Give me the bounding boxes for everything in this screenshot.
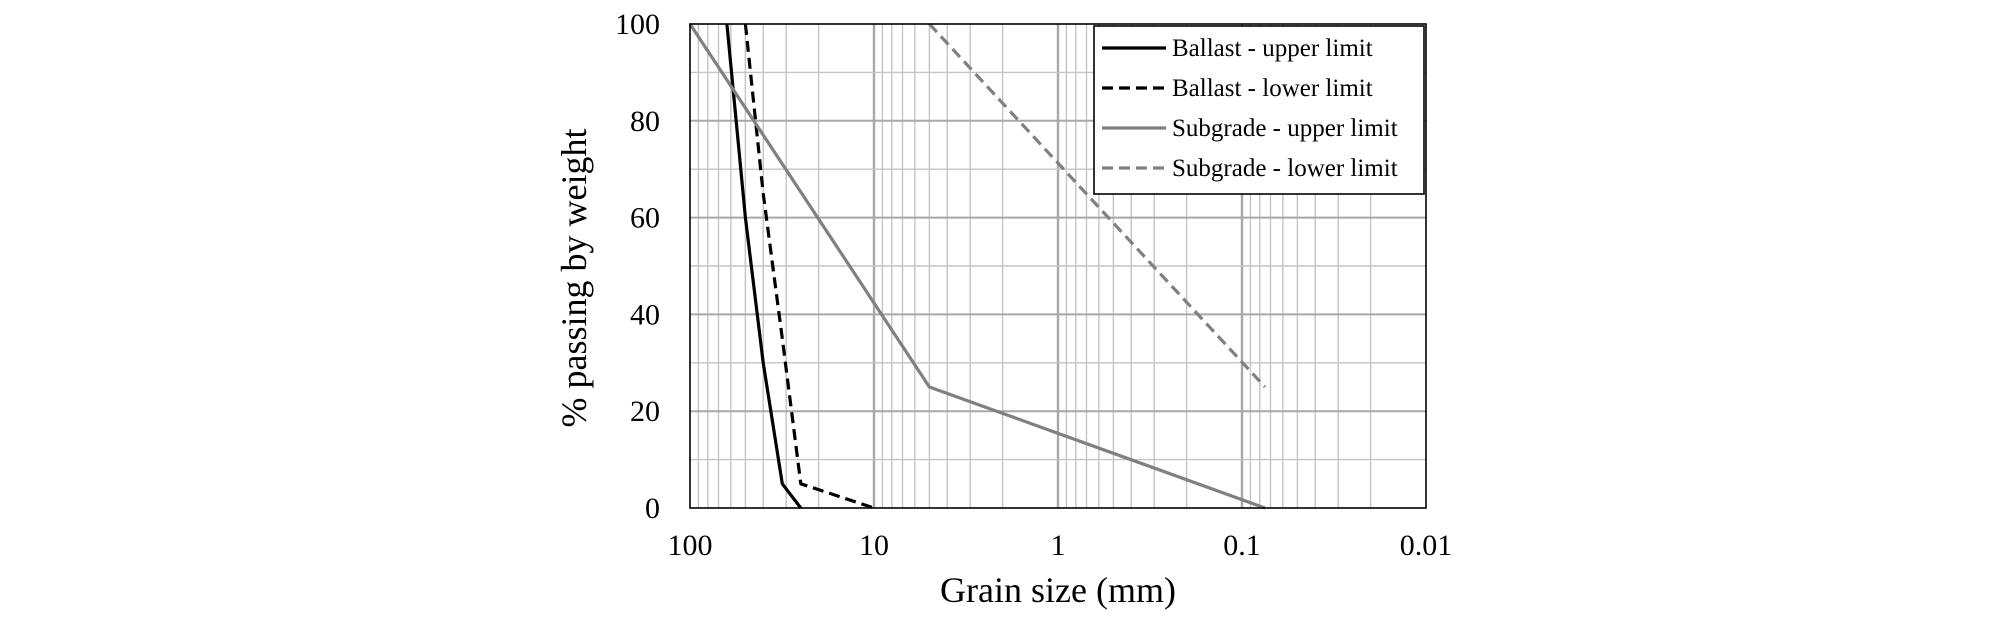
y-tick-label: 60 bbox=[630, 202, 660, 235]
legend-label: Ballast - lower limit bbox=[1172, 75, 1373, 102]
legend-label: Subgrade - upper limit bbox=[1172, 115, 1398, 142]
x-tick-label: 100 bbox=[668, 529, 713, 562]
x-tick-label: 1 bbox=[1051, 529, 1066, 562]
chart-background bbox=[0, 0, 2008, 619]
y-tick-label: 100 bbox=[615, 8, 660, 41]
y-tick-label: 80 bbox=[630, 105, 660, 138]
x-axis-title: Grain size (mm) bbox=[940, 570, 1176, 610]
x-tick-label: 0.01 bbox=[1400, 529, 1453, 562]
x-tick-label: 10 bbox=[859, 529, 889, 562]
legend-label: Subgrade - lower limit bbox=[1172, 155, 1398, 182]
y-tick-label: 40 bbox=[630, 298, 660, 331]
legend: Ballast - upper limit Ballast - lower lim… bbox=[1094, 26, 1424, 194]
legend-label: Ballast - upper limit bbox=[1172, 35, 1373, 62]
y-axis-title: % passing by weight bbox=[554, 129, 594, 428]
x-tick-label: 0.1 bbox=[1223, 529, 1261, 562]
grain-size-chart: 100 10 1 0.1 0.01 0 20 40 60 80 100 Grain size (m… bbox=[0, 0, 2008, 619]
y-tick-label: 0 bbox=[645, 492, 660, 525]
y-tick-label: 20 bbox=[630, 395, 660, 428]
